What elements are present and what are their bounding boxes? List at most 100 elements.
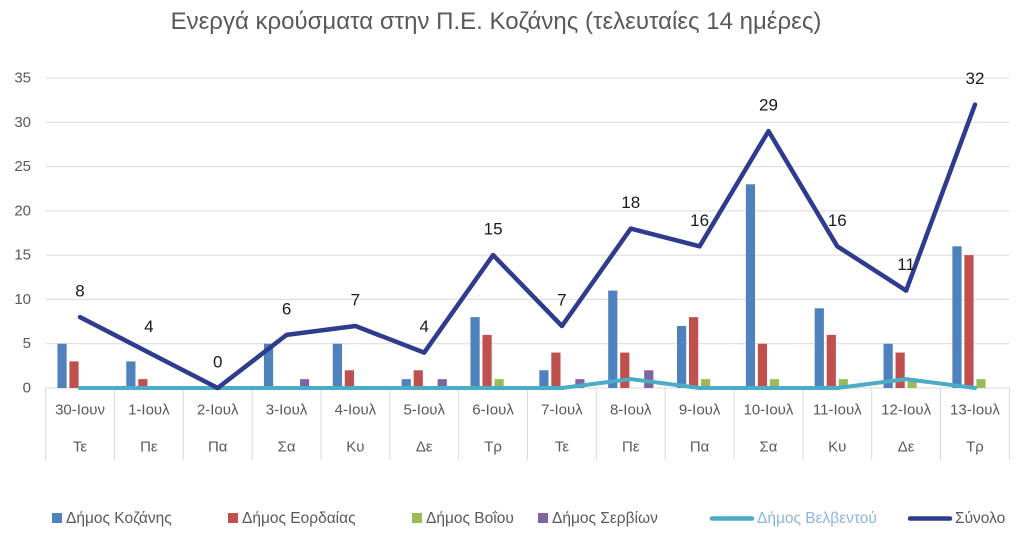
data-label-total-3: 6: [282, 299, 291, 318]
data-label-total-5: 4: [420, 317, 429, 336]
point-velvento-3: [284, 386, 289, 390]
bar-kozani-3: [263, 343, 274, 388]
legend-item-servia: Δήμος Σερβίων: [538, 510, 658, 527]
bar-eordaia-10: [757, 343, 768, 388]
bar-kozani-1: [126, 361, 136, 388]
point-total-1: [146, 350, 151, 355]
bar-servia-7: [575, 379, 585, 388]
x-tick-label-date: 11-Ιουλ: [813, 402, 862, 419]
y-tick-label-35: 35: [14, 70, 31, 87]
x-tick-label-day: Πα: [690, 439, 710, 456]
x-tick-label-day: Κυ: [828, 439, 846, 456]
point-total-4: [353, 324, 358, 328]
data-label-total-0: 8: [75, 282, 84, 301]
legend-label-kozani: Δήμος Κοζάνης: [66, 510, 172, 527]
bar-eordaia-5: [413, 370, 423, 388]
legend-item-voio: Δήμος Βοΐου: [412, 510, 514, 527]
point-total-7: [559, 324, 564, 328]
line-series: [77, 102, 978, 391]
legend-swatch-kozani: [52, 513, 62, 523]
bar-eordaia-11: [826, 334, 836, 388]
bar-voio-11: [838, 379, 848, 388]
x-tick-label-day: Σα: [278, 439, 296, 456]
data-label-total-4: 7: [351, 291, 360, 310]
x-tick-label-date: 8-Ιουλ: [610, 402, 652, 419]
legend-item-velvento: Δήμος Βελβεντού: [709, 510, 877, 527]
point-total-5: [422, 350, 427, 355]
data-label-total-6: 15: [484, 220, 503, 239]
point-velvento-1: [146, 386, 151, 390]
point-total-6: [491, 253, 496, 258]
legend: Δήμος Κοζάνης Δήμος Εορδαίας Δήμος Βοΐου Δή…: [52, 510, 1005, 527]
x-tick-label-day: Τρ: [966, 439, 984, 456]
x-tick-label-date: 5-Ιουλ: [403, 402, 445, 419]
bar-voio-13: [976, 379, 986, 388]
point-velvento-8: [628, 377, 633, 382]
point-velvento-11: [835, 386, 840, 390]
bar-eordaia-6: [482, 334, 492, 388]
bar-kozani-4: [332, 343, 342, 388]
bar-voio-12: [907, 379, 917, 388]
x-tick-label-day: Δε: [416, 439, 433, 456]
legend-item-kozani: Δήμος Κοζάνης: [52, 510, 172, 527]
point-velvento-12: [904, 377, 909, 382]
chart-title: Ενεργά κρούσματα στην Π.Ε. Κοζάνης (τελε…: [171, 8, 822, 35]
data-label-total-7: 7: [557, 291, 566, 310]
x-tick-label-day: Πε: [140, 439, 158, 456]
legend-label-eordaia: Δήμος Εορδαίας: [242, 510, 356, 527]
y-tick-label-5: 5: [23, 335, 31, 352]
data-label-total-12: 11: [897, 255, 915, 274]
bar-eordaia-9: [689, 317, 699, 388]
x-tick-label-day: Τε: [73, 439, 88, 456]
legend-item-total: Σύνολο: [907, 510, 1005, 527]
bar-servia-8: [644, 370, 654, 388]
y-axis: 0 5 10 15 20 25 30 35: [14, 70, 31, 397]
point-total-13: [972, 102, 977, 107]
x-tick-label-day: Δε: [898, 439, 915, 456]
x-tick-label-date: 9-Ιουλ: [679, 402, 721, 419]
x-tick-label-date: 2-Ιουλ: [197, 402, 239, 419]
bar-kozani-0: [57, 343, 67, 388]
point-total-10: [766, 129, 771, 134]
x-tick-label-day: Κυ: [346, 439, 364, 456]
line-velvento: [78, 377, 977, 390]
x-tick-label-date: 1-Ιουλ: [128, 402, 170, 419]
x-tick-label-date: 4-Ιουλ: [335, 402, 377, 419]
x-tick-label-date: 10-Ιουλ: [743, 402, 793, 419]
x-tick-label-day: Σα: [759, 439, 777, 456]
y-tick-label-20: 20: [14, 202, 31, 219]
point-total-2: [215, 386, 220, 390]
x-tick-label-date: 7-Ιουλ: [541, 402, 583, 419]
bar-voio-9: [701, 379, 711, 388]
x-tick-label-date: 12-Ιουλ: [881, 402, 931, 419]
gridlines: [45, 77, 1010, 389]
bar-eordaia-8: [620, 352, 630, 388]
x-tick-label-date: 6-Ιουλ: [472, 402, 514, 419]
bar-servia-5: [437, 379, 447, 388]
bar-voio-6: [494, 379, 504, 388]
x-tick-label-day: Τε: [555, 439, 570, 456]
y-tick-label-25: 25: [14, 158, 31, 175]
bar-kozani-9: [677, 326, 687, 388]
bar-servia-3: [299, 379, 310, 388]
y-tick-label-10: 10: [14, 291, 31, 308]
data-label-total-2: 0: [213, 353, 222, 372]
point-velvento-13: [972, 386, 977, 390]
x-tick-label-day: Τρ: [484, 439, 502, 456]
bar-kozani-5: [401, 379, 411, 388]
point-velvento-9: [697, 386, 702, 390]
bar-series: [57, 184, 986, 388]
bar-eordaia-4: [344, 370, 354, 388]
legend-item-eordaia: Δήμος Εορδαίας: [228, 510, 356, 527]
point-total-9: [697, 244, 702, 249]
bar-kozani-6: [470, 317, 480, 388]
bar-kozani-13: [952, 246, 962, 388]
x-tick-label-date: 30-Ιουν: [55, 402, 105, 419]
data-label-total-1: 4: [144, 317, 153, 336]
legend-label-total: Σύνολο: [955, 510, 1005, 527]
legend-label-voio: Δήμος Βοΐου: [426, 510, 514, 527]
legend-label-servia: Δήμος Σερβίων: [552, 510, 658, 527]
data-label-total-8: 18: [621, 193, 640, 212]
legend-swatch-voio: [412, 513, 422, 523]
